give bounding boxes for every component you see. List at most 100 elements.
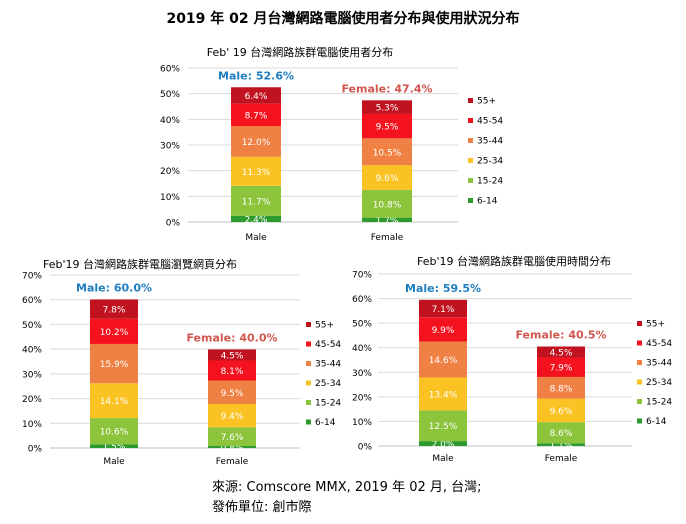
data-label: 15.9% (100, 360, 129, 370)
bar-segment-55+-male (231, 87, 281, 104)
y-tick-label: 0% (166, 219, 181, 229)
y-tick-label: 0% (28, 445, 43, 455)
data-label: 10.8% (373, 200, 402, 210)
legend-swatch (637, 379, 642, 385)
source-note: 來源: Comscore MMX, 2019 年 02 月, 台灣; (212, 480, 482, 495)
x-tick-label: Female (545, 454, 578, 464)
data-label: 10.2% (100, 328, 129, 338)
y-tick-label: 40% (352, 344, 372, 354)
bar-segment-45-54-female (208, 360, 256, 381)
data-label: 7.6% (221, 433, 244, 443)
data-label: 10.5% (373, 148, 402, 158)
total-label-male: Male: 60.0% (76, 281, 152, 294)
legend-swatch (468, 158, 473, 163)
bar-segment-15-24-female (362, 189, 412, 218)
bar-segment-55+-female (208, 349, 256, 361)
bar-segment-6-14-female (537, 443, 585, 446)
legend-label: 25-34 (315, 379, 341, 389)
chart-title: Feb'19 台灣網路族群電腦使用時間分布 (417, 254, 611, 268)
total-label-female: Female: 40.5% (515, 328, 606, 341)
data-label: 6.4% (245, 92, 268, 102)
bar-segment-55+-female (362, 100, 412, 114)
bar-segment-25-34-male (90, 383, 138, 419)
bar-segment-55+-male (419, 299, 467, 318)
x-tick-label: Male (245, 233, 267, 243)
bar-segment-45-54-male (419, 317, 467, 342)
bar-segment-55+-female (537, 346, 585, 358)
legend-swatch (637, 340, 642, 346)
legend-swatch (468, 138, 473, 143)
legend-swatch (306, 419, 311, 425)
total-label-female: Female: 40.0% (186, 331, 277, 344)
legend-label: 25-34 (646, 378, 672, 388)
data-label: 7.1% (432, 305, 455, 315)
data-label: 8.1% (221, 367, 244, 377)
bar-segment-35-44-male (419, 341, 467, 378)
legend-label: 45-54 (477, 117, 503, 127)
bar-segment-15-24-male (419, 410, 467, 442)
y-tick-label: 50% (22, 321, 42, 331)
data-label: 7.9% (550, 364, 573, 374)
y-tick-label: 10% (22, 420, 42, 430)
x-tick-label: Female (371, 233, 404, 243)
bar-segment-25-34-female (208, 404, 256, 428)
legend-label: 6-14 (477, 197, 498, 207)
chart-title: Feb'19 台灣網路族群電腦瀏覽網頁分布 (43, 257, 237, 271)
legend-swatch (468, 198, 473, 203)
total-label-female: Female: 47.4% (341, 82, 432, 95)
data-label: 1.5% (103, 443, 126, 453)
data-label: 1.7% (376, 216, 399, 226)
y-tick-label: 60% (22, 296, 42, 306)
bar-segment-15-24-female (537, 422, 585, 444)
data-label: 14.1% (100, 397, 129, 407)
bar-segment-25-34-male (231, 156, 281, 186)
bar-segment-25-34-male (419, 377, 467, 411)
data-label: 7.8% (103, 306, 126, 316)
legend-label: 6-14 (646, 417, 667, 427)
legend-label: 45-54 (315, 340, 341, 350)
chart-user-distribution: Feb' 19 台灣網路族群電腦使用者分布 0% 10% 20% 30% 40% 50% 60… (160, 45, 503, 243)
bar-segment-55+-male (90, 299, 138, 319)
bar-segment-45-54-female (537, 357, 585, 377)
data-label: 8.8% (550, 384, 573, 394)
y-tick-label: 0% (358, 443, 373, 453)
legend-label: 55+ (477, 97, 496, 107)
y-tick-label: 70% (352, 271, 372, 281)
bar-segment-35-44-female (208, 380, 256, 405)
bar-segment-6-14-female (208, 446, 256, 448)
y-tick-label: 10% (160, 193, 180, 203)
data-label: 0.8% (221, 444, 244, 454)
data-label: 10.6% (100, 428, 129, 438)
legend-label: 25-34 (477, 157, 503, 167)
legend-label: 35-44 (315, 360, 341, 370)
data-label: 5.3% (376, 104, 399, 114)
data-label: 2.4% (245, 215, 268, 225)
data-label: 9.9% (432, 326, 455, 336)
x-tick-label: Male (432, 454, 454, 464)
y-tick-label: 60% (160, 65, 180, 75)
y-tick-label: 60% (352, 295, 372, 305)
data-label: 12.0% (242, 138, 271, 148)
y-tick-label: 30% (352, 369, 372, 379)
chart-title: Feb' 19 台灣網路族群電腦使用者分布 (207, 45, 394, 59)
data-label: 14.6% (429, 356, 458, 366)
chart-usage-time-distribution: Feb'19 台灣網路族群電腦使用時間分布 0% 10% 20% 30% 40% 50% 60… (352, 254, 672, 464)
legend-label: 55+ (646, 320, 665, 330)
legend-label: 6-14 (315, 418, 336, 428)
legend-swatch (306, 361, 311, 366)
legend-swatch (306, 322, 311, 327)
bar-segment-6-14-male (419, 441, 467, 446)
data-label: 9.5% (221, 389, 244, 399)
y-tick-label: 30% (22, 370, 42, 380)
legend-swatch (637, 321, 642, 326)
y-tick-label: 50% (352, 320, 372, 330)
x-tick-label: Male (103, 457, 125, 467)
y-tick-label: 70% (22, 272, 42, 282)
data-label: 11.3% (242, 168, 271, 178)
legend-label: 15-24 (646, 398, 672, 408)
legend-swatch (468, 178, 473, 183)
y-tick-label: 20% (22, 395, 42, 405)
x-tick-label: Female (216, 457, 249, 467)
bar-segment-6-14-male (90, 444, 138, 448)
total-label-male: Male: 59.5% (405, 282, 481, 295)
